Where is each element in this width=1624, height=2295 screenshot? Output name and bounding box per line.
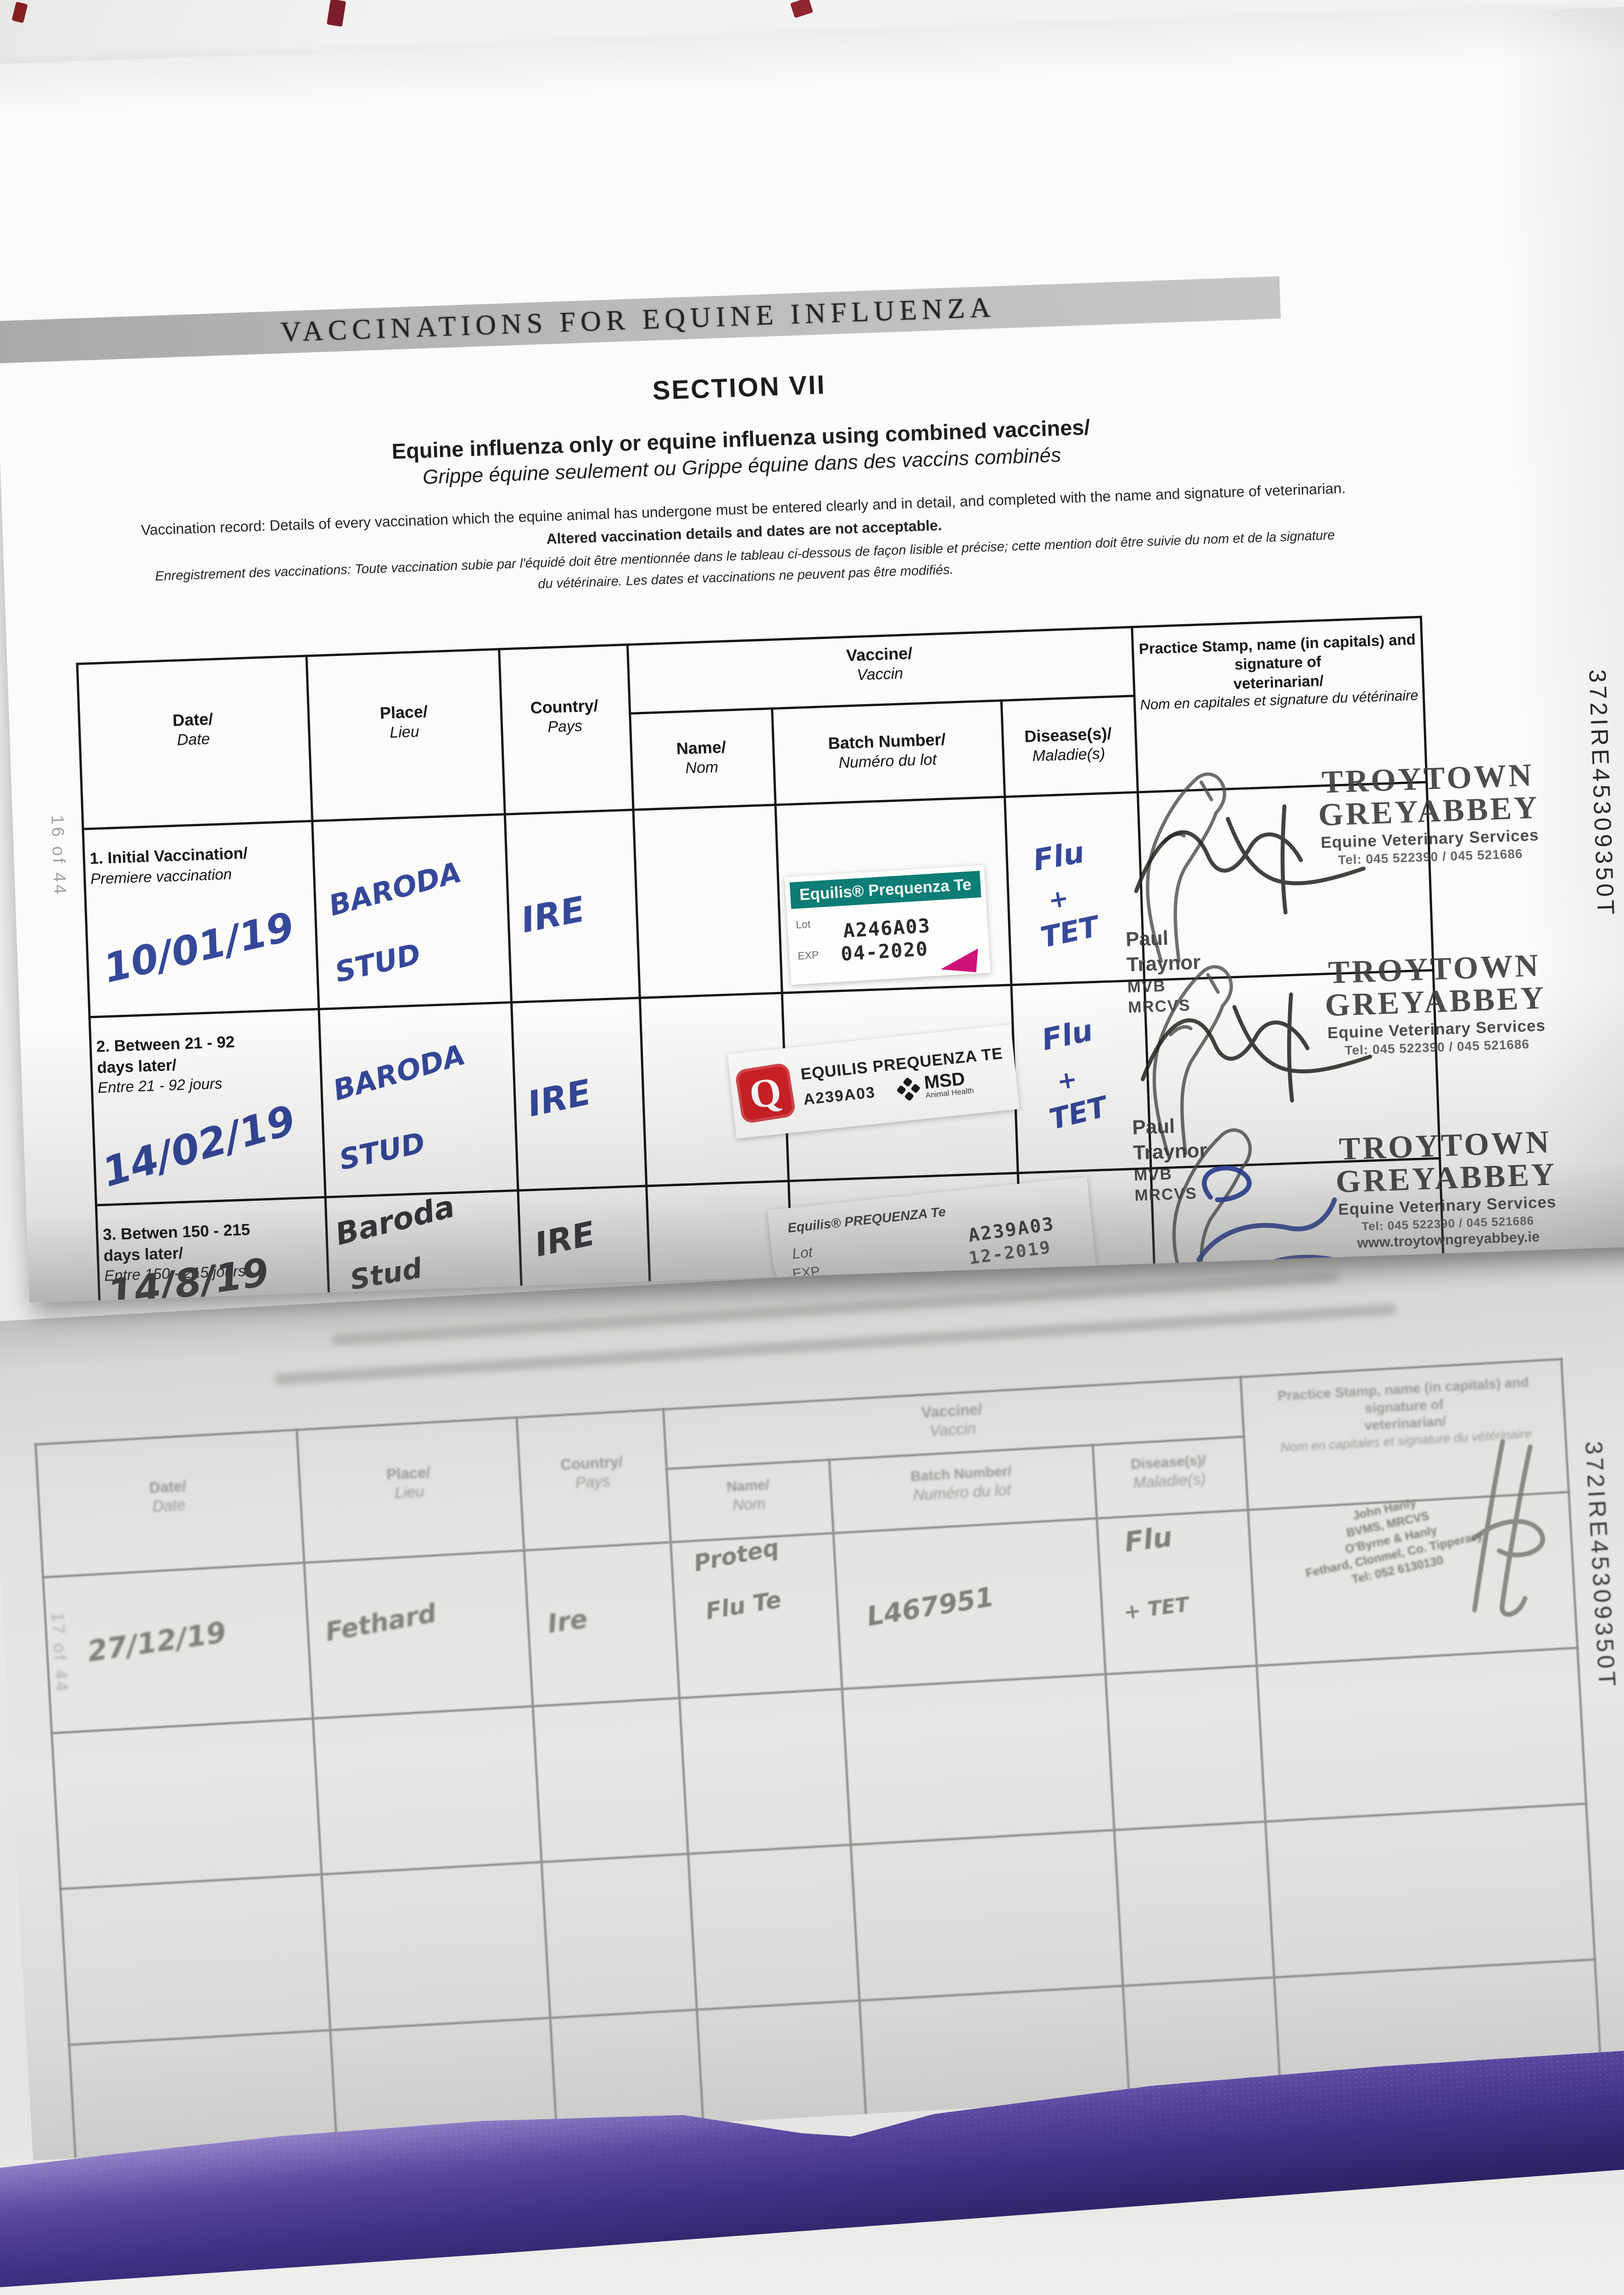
sticker3-brand: Equilis® PREQUENZA Te — [787, 1204, 947, 1236]
banner-title: VACCINATIONS FOR EQUINE INFLUENZA — [280, 291, 996, 348]
horse-sketch-icon — [1152, 965, 1233, 1156]
faded-header-disease: Disease(s)/Maladie(s) — [1130, 1452, 1206, 1492]
bottom-row-disease-handwriting2: + TET — [1122, 1592, 1190, 1624]
faded-header-name: Name/Nom — [726, 1476, 770, 1514]
row2-label: 2. Between 21 - 92 days later/ Entre 21 … — [96, 1033, 235, 1096]
col-header-stamp: Practice Stamp, name (in capitals) and s… — [1138, 631, 1419, 713]
bottom-row-batch-handwriting: L467951 — [865, 1581, 996, 1632]
col-header-disease: Disease(s)/Maladie(s) — [1024, 724, 1112, 765]
row1-stamp-text: TROYTOWN GREYABBEY Equine Veterinary Ser… — [1317, 757, 1540, 868]
bottom-row-disease-handwriting: Flu — [1122, 1521, 1174, 1559]
faded-header-date: Date/Date — [149, 1477, 187, 1516]
bottom-row-date-handwriting: 27/12/19 — [85, 1615, 229, 1668]
row1-place-handwriting: BARODA — [325, 855, 465, 923]
col-header-vaccine: Vaccine/Vaccin — [846, 644, 913, 684]
col-header-date: Date/Date — [172, 709, 213, 749]
faded-header-vaccine: Vaccine/Vaccin — [921, 1400, 983, 1440]
sticker-brand: Equilis® Prequenza Te — [789, 871, 982, 909]
col-header-country: Country/Pays — [530, 696, 599, 736]
bottom-row-country-handwriting: Ire — [546, 1604, 590, 1640]
faded-header-country: Country/Pays — [560, 1453, 623, 1492]
sticker-exp-label: EXP — [797, 948, 820, 962]
faded-instruction-line — [274, 1303, 1397, 1385]
row2-place-handwriting2: STUD — [336, 1125, 428, 1177]
passport-page-bottom: Date/Date Place/Lieu Country/Pays Vaccin… — [0, 1230, 1624, 2161]
row2-vaccine-sticker: Q EQUILIS PREQUENZA TE A239A03 MSD — [727, 1024, 1020, 1139]
col-header-place: Place/Lieu — [379, 702, 428, 742]
page-number-top: 16 of 44 — [47, 814, 70, 897]
section-banner: VACCINATIONS FOR EQUINE INFLUENZA — [0, 276, 1281, 364]
sticker-magenta-corner — [940, 946, 978, 973]
document-code-vertical-bottom: 372IRE45309350T — [1580, 1440, 1621, 1690]
q-vaccine-logo: Q — [734, 1062, 797, 1124]
row2-place-handwriting: BARODA — [329, 1037, 469, 1108]
row2-stamp-text: TROYTOWN GREYABBEY Equine Veterinary Ser… — [1324, 948, 1547, 1058]
faded-header-place: Place/Lieu — [386, 1463, 431, 1502]
document-code-vertical: 372IRE45309350T — [1584, 669, 1619, 918]
row1-country-handwriting: IRE — [518, 888, 588, 941]
row1-date-handwriting: 10/01/19 — [99, 903, 299, 992]
signature-scribble — [1140, 992, 1373, 1103]
bottom-row-vaccine-name2: Flu Te — [703, 1586, 783, 1625]
row3-place-handwriting: Baroda — [332, 1188, 458, 1253]
sticker2-lot: A239A03 — [802, 1083, 876, 1108]
vaccination-table-faded: Date/Date Place/Lieu Country/Pays Vaccin… — [0, 1230, 1624, 2159]
sticker-lot-label: Lot — [795, 918, 811, 931]
bottom-row-place-handwriting: Fethard — [323, 1598, 439, 1648]
msd-logo-icon — [897, 1077, 920, 1101]
row3-country-handwriting: IRE — [531, 1214, 598, 1265]
row2-country-handwriting: IRE — [524, 1071, 595, 1125]
passport-page-top: VACCINATIONS FOR EQUINE INFLUENZA SECTIO… — [0, 7, 1624, 1303]
row3-stamp-text: TROYTOWN GREYABBEY Equine Veterinary Ser… — [1335, 1124, 1557, 1251]
sticker-exp-value: 04-2020 — [840, 937, 929, 965]
col-header-batch: Batch Number/Numéro du lot — [828, 729, 946, 772]
signature-scribble-faded — [1471, 1439, 1545, 1617]
sticker3-lot-label: Lot — [791, 1243, 814, 1262]
row3-place-handwriting2: Stud — [347, 1252, 424, 1297]
row1-label: 1. Initial Vaccination/ Premiere vaccina… — [89, 844, 248, 887]
scan-mark — [790, 0, 814, 18]
row1-place-handwriting2: STUD — [332, 937, 424, 989]
signature-scribble — [1134, 804, 1366, 915]
row2-date-handwriting: 14/02/19 — [97, 1096, 301, 1196]
page-number-bottom: 17 of 44 — [47, 1612, 72, 1694]
row1-vaccine-sticker: Equilis® Prequenza Te Lot EXP A246A03 04… — [784, 865, 991, 985]
col-header-name: Name/Nom — [676, 737, 726, 777]
faded-header-batch: Batch Number/Numéro du lot — [910, 1462, 1012, 1504]
